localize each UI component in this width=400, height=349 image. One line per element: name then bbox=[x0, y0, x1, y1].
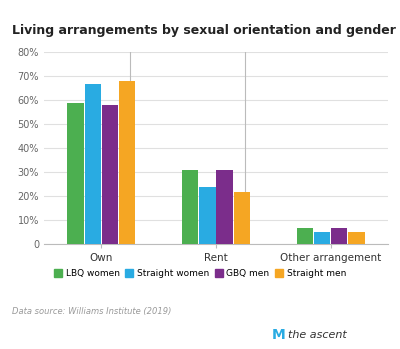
Text: ⇑  Share: ⇑ Share bbox=[24, 329, 72, 339]
Bar bbox=[234, 192, 250, 244]
Text: Data source: Williams Institute (2019): Data source: Williams Institute (2019) bbox=[12, 307, 171, 316]
Text: M: M bbox=[272, 328, 286, 342]
Bar bbox=[182, 170, 198, 244]
Bar bbox=[216, 170, 233, 244]
Text: the ascent: the ascent bbox=[288, 330, 347, 340]
Text: Living arrangements by sexual orientation and gender: Living arrangements by sexual orientatio… bbox=[12, 24, 396, 37]
Bar bbox=[331, 228, 347, 244]
Bar bbox=[85, 83, 101, 244]
Bar bbox=[348, 232, 364, 244]
Legend: LBQ women, Straight women, GBQ men, Straight men: LBQ women, Straight women, GBQ men, Stra… bbox=[50, 266, 350, 282]
Bar bbox=[119, 81, 135, 244]
Bar bbox=[199, 187, 216, 244]
Bar bbox=[314, 232, 330, 244]
Bar bbox=[297, 228, 313, 244]
Bar bbox=[102, 105, 118, 244]
Bar bbox=[68, 103, 84, 244]
